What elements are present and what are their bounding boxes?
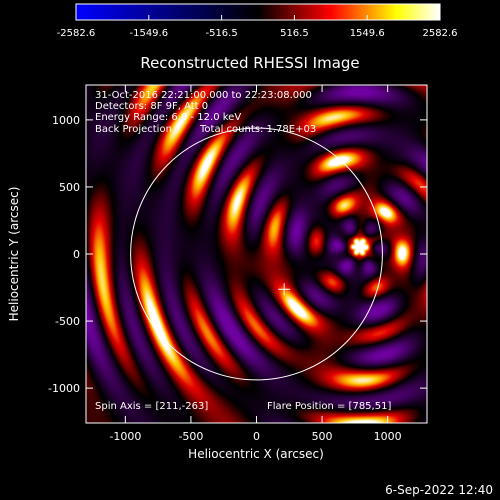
annotation-flare-position: Flare Position = [785,51] xyxy=(267,401,391,412)
y-axis-ticks: -1000 -500 0 500 1000 xyxy=(48,114,427,395)
y-tick-label: -1000 xyxy=(48,382,80,395)
x-tick-label: -1000 xyxy=(109,430,141,443)
y-tick-label: -500 xyxy=(55,315,80,328)
colorbar-tick-label: 516.5 xyxy=(280,28,309,39)
y-tick-label: 500 xyxy=(59,181,80,194)
solar-disk-circle xyxy=(130,127,383,381)
annotation-detectors: Detectors: 8F 9F, Att 0 xyxy=(95,101,208,112)
x-tick-label: 1000 xyxy=(374,430,402,443)
spin-axis-marker xyxy=(278,283,291,296)
colorbar-tick-label: -2582.6 xyxy=(57,28,96,39)
colorbar-tick-label: -1549.6 xyxy=(129,28,168,39)
footer-date: 6-Sep-2022 12:40 xyxy=(385,483,493,497)
colorbar-ticks: -2582.6 -1549.6 -516.5 516.5 1549.6 2582.6 xyxy=(57,15,458,39)
heatmap-image xyxy=(86,85,427,423)
annotation-energy: Energy Range: 6.0 - 12.0 keV xyxy=(95,112,241,123)
annotation-total-counts: Total counts: 1.78E+03 xyxy=(199,124,316,135)
colorbar xyxy=(75,3,441,21)
chart-title: Reconstructed RHESSI Image xyxy=(140,54,359,72)
colorbar-tick-label: 2582.6 xyxy=(423,28,458,39)
x-axis-ticks: -1000 -500 0 500 1000 xyxy=(109,85,402,443)
y-axis-label: Heliocentric Y (arcsec) xyxy=(7,187,21,322)
colorbar-tick-label: 1549.6 xyxy=(350,28,385,39)
colorbar-tick-label: -516.5 xyxy=(205,28,237,39)
x-tick-label: 0 xyxy=(253,430,260,443)
annotation-method: Back Projection xyxy=(95,124,172,135)
y-tick-label: 0 xyxy=(73,248,80,261)
annotation-spin-axis: Spin Axis = [211,-263] xyxy=(95,401,208,412)
x-axis-label: Heliocentric X (arcsec) xyxy=(188,447,324,461)
annotation-time-range: 31-Oct-2016 22:21:00.000 to 22:23:08.000 xyxy=(95,90,312,101)
y-tick-label: 1000 xyxy=(52,114,80,127)
x-tick-label: -500 xyxy=(178,430,203,443)
x-tick-label: 500 xyxy=(312,430,333,443)
